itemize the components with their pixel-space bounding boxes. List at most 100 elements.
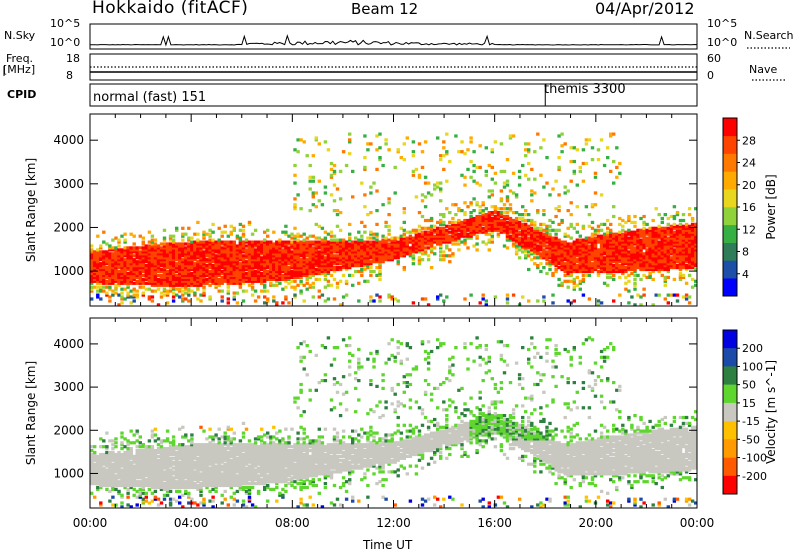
pwr-cell [618,248,622,252]
pwr-cell [530,252,534,256]
pwr-cell [351,256,355,260]
pwr-cell [505,197,510,201]
vel-cell [162,493,167,497]
pwr-cell [90,287,94,291]
pwr-cell [681,213,686,217]
pwr-cell [205,264,209,268]
pwr-cell [381,250,385,254]
pwr-cell [102,275,106,279]
vel-cell [156,470,161,474]
pwr-cell [281,258,285,262]
pwr-cell [426,226,431,230]
vel-cell [150,433,155,437]
pwr-cell [235,271,240,276]
pwr-cell [451,238,455,242]
pwr-cell [281,242,285,246]
pwr-cell [624,250,628,254]
pwr-cell [317,271,321,276]
pwr-cell [126,283,130,287]
pwr-cell [129,248,133,252]
pwr-cell [596,250,601,254]
vel-cell [153,476,158,480]
pwr-cell [566,267,570,272]
pwr-cell [694,252,698,256]
pwr-cell [156,303,161,307]
pwr-cell [584,262,589,266]
vel-cell [138,450,142,455]
pwr-cell [657,254,661,258]
pwr-cell [247,258,252,262]
pwr-cell [293,246,297,250]
pwr-cell [630,252,634,256]
pwr-cell [687,224,692,228]
vel-cell [162,474,167,478]
pwr-cell [354,269,358,274]
pwr-cell [642,220,646,224]
pwr-cell [305,254,309,258]
pwr-cell [502,211,507,215]
pwr-cell [578,244,582,248]
pwr-cell [378,266,382,270]
pwr-cell [129,269,133,274]
vel-cell [108,483,112,488]
pwr-cell [220,264,224,268]
pwr-cell [551,258,555,262]
pwr-cell [609,234,613,238]
pwr-cell [684,258,689,262]
pwr-cell [348,132,352,136]
vel-cell [147,464,152,468]
pwr-cell [196,277,200,281]
pwr-cell [448,224,452,228]
pwr-cell [132,299,136,303]
pwr-cell [690,277,695,281]
vel-cell [141,482,145,486]
pwr-cell [317,254,321,258]
pwr-cell [238,279,243,283]
pwr-cell [630,240,634,244]
pwr-cell [545,234,549,238]
pwr-cell [165,301,170,305]
pwr-cell [621,244,625,248]
pwr-cell [144,287,148,291]
pwr-cell [527,232,531,236]
pwr-cell [311,281,315,285]
pwr-cell [548,224,552,228]
pwr-cell [329,264,334,268]
pwr-cell [475,214,479,219]
pwr-cell [606,254,610,258]
pwr-cell [460,230,464,234]
pwr-cell [612,256,616,260]
vel-cell [132,472,136,476]
vel-cell [153,489,158,493]
vel-cell [120,493,124,497]
pwr-cell [284,273,288,277]
pwr-cell [232,258,236,262]
pwr-cell [168,236,173,240]
vel-cell [150,466,155,470]
nsky-panel-frame [89,23,698,50]
pwr-cell [229,281,233,285]
pwr-cell [609,252,613,256]
pwr-cell [317,240,321,244]
vel-cell [135,429,139,433]
pwr-cell [366,236,370,240]
pwr-cell [439,226,443,230]
pwr-cell [514,220,519,224]
pwr-cell [102,230,106,234]
vel-cell [156,437,161,441]
pwr-cell [272,256,276,260]
pwr-cell [202,279,206,283]
pwr-cell [511,228,516,232]
pwr-cell [606,269,610,274]
vel-cell [132,468,136,472]
pwr-cell [687,213,692,217]
pwr-cell [126,293,130,297]
pwr-cell [332,199,337,203]
pwr-cell [627,228,631,232]
pwr-cell [651,254,655,258]
pwr-cell [609,228,613,232]
pwr-cell [678,236,683,240]
pwr-cell [293,279,297,283]
pwr-cell [536,248,540,252]
pwr-cell [609,230,613,234]
